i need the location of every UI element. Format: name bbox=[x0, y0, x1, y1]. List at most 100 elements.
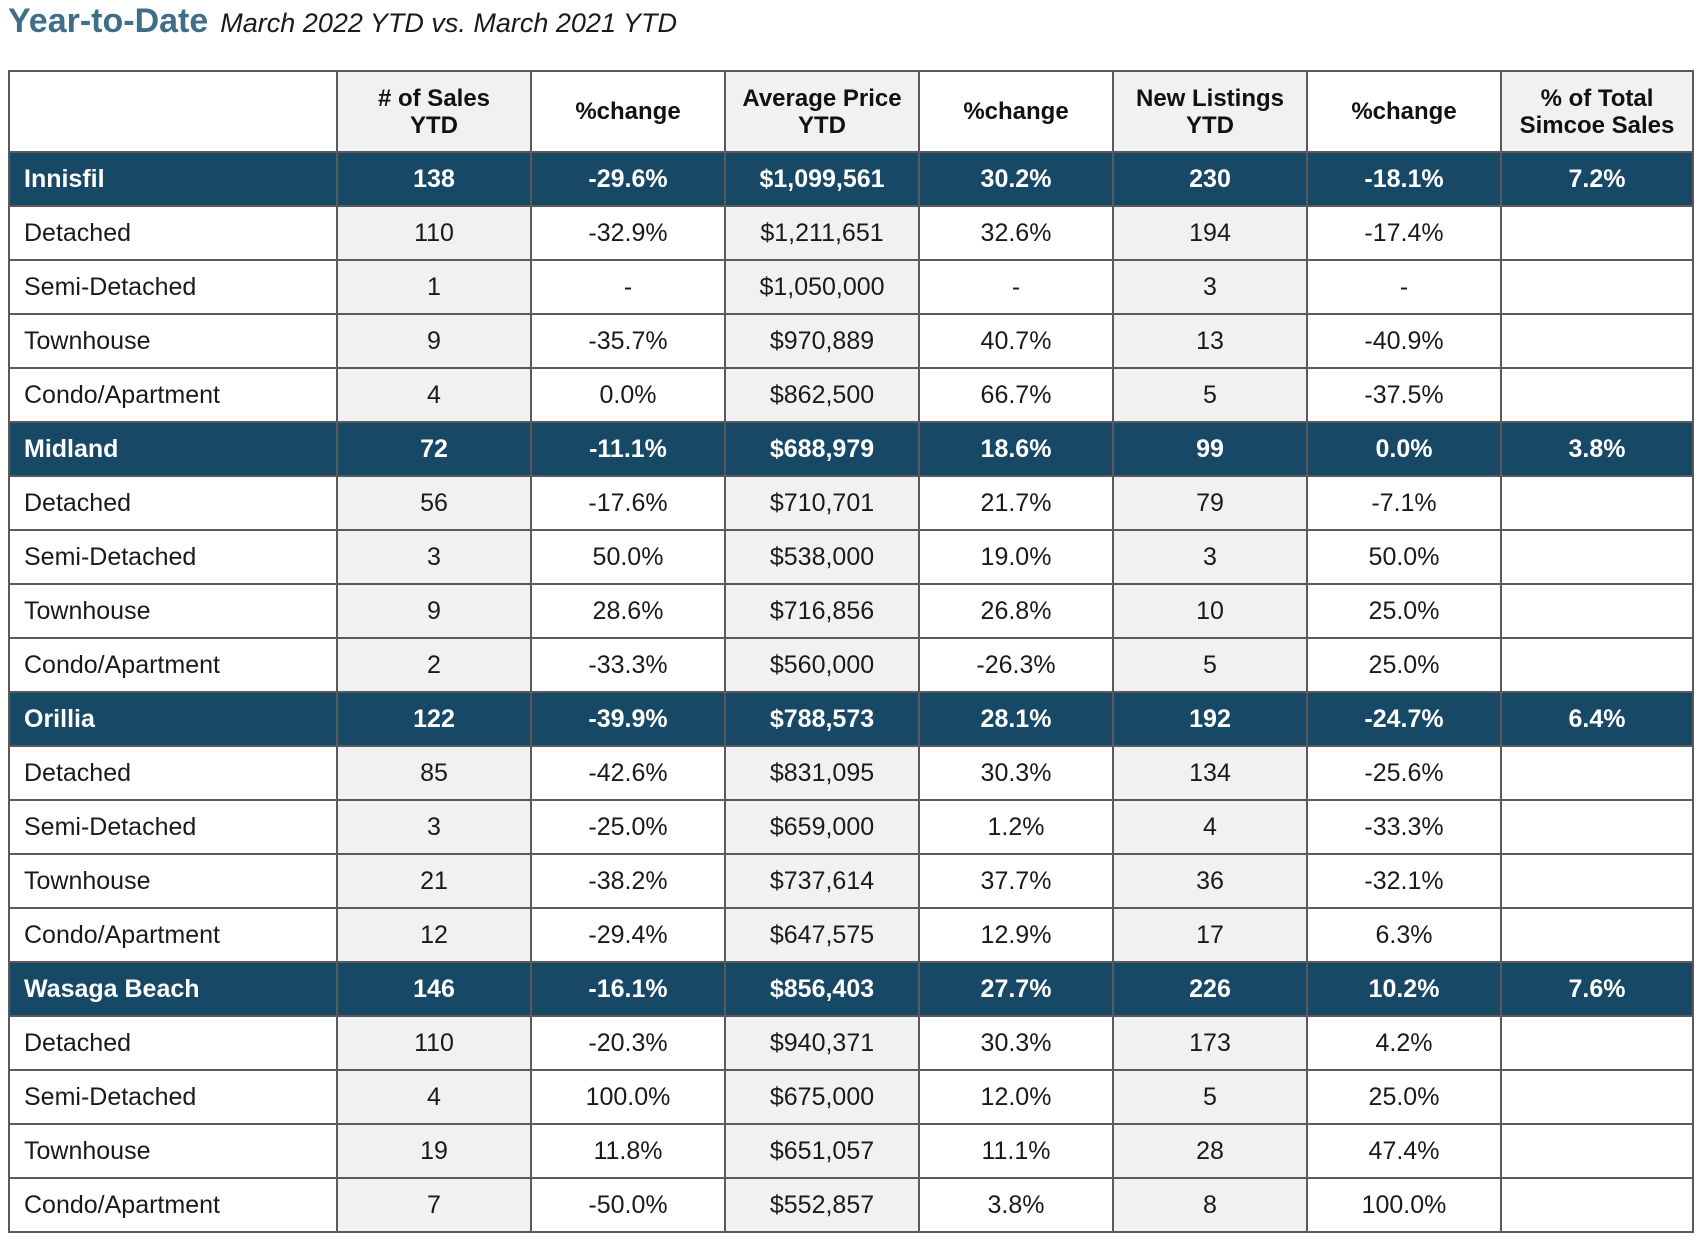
cell-new-listings: 134 bbox=[1112, 745, 1308, 801]
table-row-area-summary: Midland 72 -11.1% $688,979 18.6% 99 0.0% 3.8% bbox=[8, 421, 1694, 477]
table-row: Detached 110 -32.9% $1,211,651 32.6% 194 -17.4… bbox=[8, 205, 1694, 261]
column-header-sales: # of Sales YTD bbox=[336, 70, 532, 153]
cell-price-change: - bbox=[918, 259, 1114, 315]
cell-price-change: 18.6% bbox=[918, 421, 1114, 477]
table-row: Detached 56 -17.6% $710,701 21.7% 79 -7.1% bbox=[8, 475, 1694, 531]
column-header-price-change: %change bbox=[918, 70, 1114, 153]
cell-new-listings: 8 bbox=[1112, 1177, 1308, 1233]
table-row-area-summary: Wasaga Beach 146 -16.1% $856,403 27.7% 226 10.… bbox=[8, 961, 1694, 1017]
cell-sales: 122 bbox=[336, 691, 532, 747]
cell-sales: 3 bbox=[336, 529, 532, 585]
cell-sales: 72 bbox=[336, 421, 532, 477]
cell-sales: 138 bbox=[336, 151, 532, 207]
cell-sales: 2 bbox=[336, 637, 532, 693]
cell-new-listings: 5 bbox=[1112, 637, 1308, 693]
cell-area: Detached bbox=[8, 475, 338, 531]
column-header-listings-change: %change bbox=[1306, 70, 1502, 153]
cell-new-listings: 3 bbox=[1112, 529, 1308, 585]
cell-new-listings: 4 bbox=[1112, 799, 1308, 855]
cell-price-change: 30.2% bbox=[918, 151, 1114, 207]
cell-price-change: 28.1% bbox=[918, 691, 1114, 747]
cell-sales: 146 bbox=[336, 961, 532, 1017]
cell-listings-change: -25.6% bbox=[1306, 745, 1502, 801]
cell-new-listings: 13 bbox=[1112, 313, 1308, 369]
table-row-area-summary: Orillia 122 -39.9% $788,573 28.1% 192 -24.7% 6.… bbox=[8, 691, 1694, 747]
table-row: Condo/Apartment 4 0.0% $862,500 66.7% 5 -37.5% bbox=[8, 367, 1694, 423]
cell-listings-change: 6.3% bbox=[1306, 907, 1502, 963]
cell-area: Semi-Detached bbox=[8, 259, 338, 315]
cell-price-change: 30.3% bbox=[918, 745, 1114, 801]
cell-sales-change: -38.2% bbox=[530, 853, 726, 909]
cell-area: Townhouse bbox=[8, 313, 338, 369]
cell-new-listings: 173 bbox=[1112, 1015, 1308, 1071]
cell-area: Detached bbox=[8, 205, 338, 261]
cell-listings-change: - bbox=[1306, 259, 1502, 315]
cell-price-change: 40.7% bbox=[918, 313, 1114, 369]
table-row: Condo/Apartment 2 -33.3% $560,000 -26.3% 5 25.… bbox=[8, 637, 1694, 693]
table-row-area-summary: Innisfil 138 -29.6% $1,099,561 30.2% 230 -18.1… bbox=[8, 151, 1694, 207]
cell-sales: 9 bbox=[336, 313, 532, 369]
table-row: Semi-Detached 1- $1,050,000-3- bbox=[8, 259, 1694, 315]
cell-price-change: 27.7% bbox=[918, 961, 1114, 1017]
cell-share-of-total bbox=[1500, 745, 1694, 801]
cell-sales: 4 bbox=[336, 367, 532, 423]
column-header-area bbox=[8, 70, 338, 153]
cell-share-of-total: 7.6% bbox=[1500, 961, 1694, 1017]
cell-price-change: 30.3% bbox=[918, 1015, 1114, 1071]
cell-sales: 1 bbox=[336, 259, 532, 315]
table-row: Semi-Detached 3 -25.0% $659,000 1.2% 4 -33.3% bbox=[8, 799, 1694, 855]
cell-area: Innisfil bbox=[8, 151, 338, 207]
cell-share-of-total bbox=[1500, 529, 1694, 585]
cell-average-price: $647,575 bbox=[724, 907, 920, 963]
table-row: Detached 110 -20.3% $940,371 30.3% 173 4.2% bbox=[8, 1015, 1694, 1071]
cell-share-of-total bbox=[1500, 583, 1694, 639]
cell-average-price: $1,050,000 bbox=[724, 259, 920, 315]
cell-new-listings: 28 bbox=[1112, 1123, 1308, 1179]
cell-area: Semi-Detached bbox=[8, 529, 338, 585]
cell-listings-change: -7.1% bbox=[1306, 475, 1502, 531]
cell-price-change: 11.1% bbox=[918, 1123, 1114, 1179]
table-row: Semi-Detached 4 100.0% $675,000 12.0% 5 25.0% bbox=[8, 1069, 1694, 1125]
cell-sales-change: -16.1% bbox=[530, 961, 726, 1017]
cell-area: Detached bbox=[8, 745, 338, 801]
cell-sales-change: -32.9% bbox=[530, 205, 726, 261]
cell-price-change: 19.0% bbox=[918, 529, 1114, 585]
cell-listings-change: -33.3% bbox=[1306, 799, 1502, 855]
table-row: Townhouse 21 -38.2% $737,614 37.7% 36 -32.1% bbox=[8, 853, 1694, 909]
cell-sales: 9 bbox=[336, 583, 532, 639]
cell-listings-change: -40.9% bbox=[1306, 313, 1502, 369]
cell-average-price: $552,857 bbox=[724, 1177, 920, 1233]
cell-sales-change: -17.6% bbox=[530, 475, 726, 531]
cell-new-listings: 3 bbox=[1112, 259, 1308, 315]
cell-sales: 4 bbox=[336, 1069, 532, 1125]
table-row: Condo/Apartment 12 -29.4% $647,575 12.9% 17 6.… bbox=[8, 907, 1694, 963]
cell-listings-change: 50.0% bbox=[1306, 529, 1502, 585]
cell-sales: 110 bbox=[336, 205, 532, 261]
cell-area: Condo/Apartment bbox=[8, 907, 338, 963]
table-row: Townhouse 9 -35.7% $970,889 40.7% 13 -40.9% bbox=[8, 313, 1694, 369]
cell-listings-change: 10.2% bbox=[1306, 961, 1502, 1017]
cell-area: Midland bbox=[8, 421, 338, 477]
cell-sales-change: 0.0% bbox=[530, 367, 726, 423]
cell-average-price: $940,371 bbox=[724, 1015, 920, 1071]
cell-new-listings: 79 bbox=[1112, 475, 1308, 531]
cell-new-listings: 226 bbox=[1112, 961, 1308, 1017]
ytd-sales-table: # of Sales YTD %change Average Price YTD %… bbox=[8, 70, 1694, 1233]
cell-average-price: $688,979 bbox=[724, 421, 920, 477]
cell-share-of-total bbox=[1500, 367, 1694, 423]
cell-sales-change: -29.4% bbox=[530, 907, 726, 963]
cell-average-price: $651,057 bbox=[724, 1123, 920, 1179]
cell-average-price: $970,889 bbox=[724, 313, 920, 369]
cell-listings-change: 100.0% bbox=[1306, 1177, 1502, 1233]
cell-new-listings: 99 bbox=[1112, 421, 1308, 477]
cell-average-price: $856,403 bbox=[724, 961, 920, 1017]
cell-area: Detached bbox=[8, 1015, 338, 1071]
cell-listings-change: 47.4% bbox=[1306, 1123, 1502, 1179]
cell-area: Townhouse bbox=[8, 583, 338, 639]
cell-share-of-total bbox=[1500, 475, 1694, 531]
cell-average-price: $737,614 bbox=[724, 853, 920, 909]
cell-average-price: $788,573 bbox=[724, 691, 920, 747]
cell-average-price: $716,856 bbox=[724, 583, 920, 639]
column-header-new-listings: New Listings YTD bbox=[1112, 70, 1308, 153]
cell-new-listings: 36 bbox=[1112, 853, 1308, 909]
